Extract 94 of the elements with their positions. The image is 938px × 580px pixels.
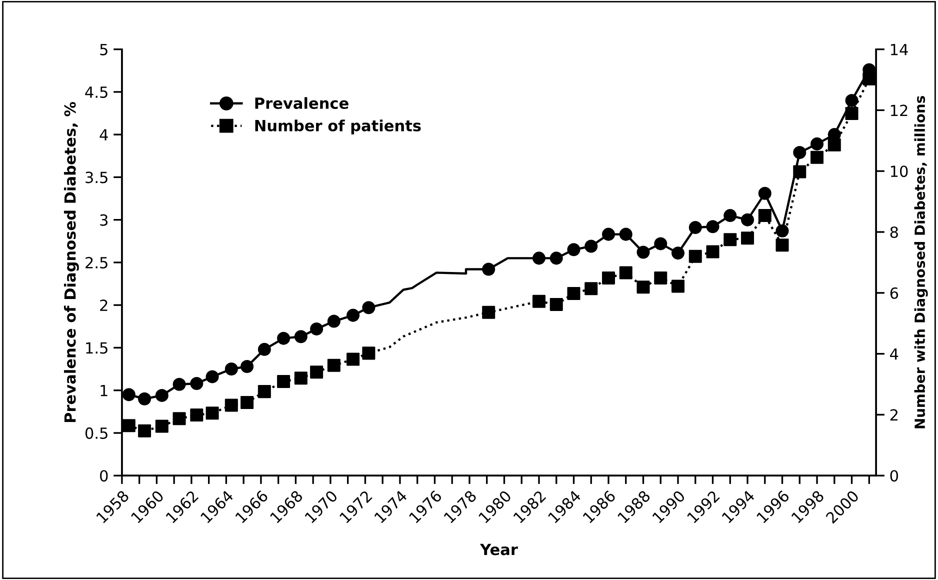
y-tick-label: 4.5 — [85, 86, 108, 98]
point — [845, 94, 858, 107]
y-tick-label: 2 — [100, 300, 108, 311]
point — [346, 308, 360, 322]
point — [224, 398, 238, 412]
point — [619, 228, 632, 241]
y2-axis-title: Number with Diagnosed Diabetes, millions — [914, 96, 928, 428]
point — [602, 228, 615, 241]
point — [741, 213, 754, 226]
point — [258, 385, 271, 398]
point — [724, 209, 737, 222]
point — [741, 232, 754, 245]
point — [567, 243, 580, 256]
point — [172, 412, 186, 426]
point — [190, 408, 204, 422]
y2-tick-label: 2 — [890, 409, 898, 421]
point — [688, 220, 702, 234]
y2-tick-label: 4 — [890, 348, 898, 360]
point — [206, 370, 219, 384]
point — [776, 238, 789, 252]
point — [619, 266, 632, 280]
point — [584, 282, 598, 296]
y-tick-label: 0 — [100, 470, 108, 482]
point — [584, 240, 598, 253]
y-tick-label: 3 — [100, 214, 108, 226]
point — [758, 186, 772, 200]
point — [240, 360, 254, 373]
point — [482, 262, 496, 276]
point — [567, 287, 580, 300]
point — [277, 375, 290, 388]
legend-label: Number of patients — [255, 120, 421, 134]
point — [155, 420, 168, 433]
point — [636, 246, 650, 259]
point — [362, 346, 376, 360]
point — [310, 366, 324, 379]
point — [532, 294, 546, 308]
point — [793, 165, 806, 178]
point — [190, 377, 204, 390]
point — [828, 138, 841, 152]
point — [258, 342, 271, 356]
y2-tick-label: 14 — [890, 44, 908, 56]
y2-tick-label: 8 — [890, 226, 898, 238]
point — [654, 237, 668, 250]
point — [793, 146, 806, 159]
point — [706, 220, 720, 234]
point — [810, 150, 824, 164]
y2-tick-label: 6 — [890, 287, 898, 299]
point — [122, 388, 136, 402]
point — [327, 314, 340, 328]
point — [310, 322, 324, 336]
point — [122, 419, 136, 432]
point — [636, 280, 650, 294]
point — [294, 330, 308, 344]
point — [362, 301, 376, 314]
point — [294, 372, 308, 385]
y2-tick-label: 10 — [890, 166, 908, 178]
y-tick-label: 5 — [100, 44, 108, 56]
point — [671, 280, 684, 293]
point — [327, 358, 340, 372]
x-axis-title: Year — [480, 544, 518, 556]
y2-tick-label: 12 — [890, 104, 908, 116]
point — [550, 298, 563, 311]
y2-tick-label: 0 — [890, 470, 898, 482]
point — [346, 352, 360, 366]
point — [758, 209, 772, 222]
point — [654, 271, 668, 284]
point — [277, 332, 290, 345]
y-tick-label: 3.5 — [86, 172, 108, 184]
point — [224, 362, 238, 376]
point — [240, 396, 254, 410]
point — [602, 271, 615, 284]
point — [172, 378, 186, 391]
point — [862, 72, 876, 86]
point — [706, 245, 720, 258]
point — [482, 306, 496, 319]
point — [776, 224, 789, 238]
point — [138, 392, 152, 406]
y-tick-label: 4 — [100, 129, 108, 140]
legend-label: Prevalence — [255, 97, 348, 109]
point — [550, 252, 563, 265]
point — [155, 388, 168, 402]
point — [671, 246, 684, 260]
point — [206, 406, 219, 420]
point — [724, 233, 737, 246]
point — [688, 250, 702, 263]
y-axis-title: Prevalence of Diagnosed Diabetes, % — [64, 102, 79, 422]
y-tick-label: 2.5 — [86, 256, 108, 268]
y-tick-label: 0.5 — [85, 427, 108, 439]
point — [138, 424, 152, 438]
point — [810, 137, 824, 150]
y-tick-label: 1 — [100, 385, 108, 396]
y-tick-label: 1.5 — [86, 342, 108, 354]
point — [845, 107, 858, 120]
point — [532, 252, 546, 265]
